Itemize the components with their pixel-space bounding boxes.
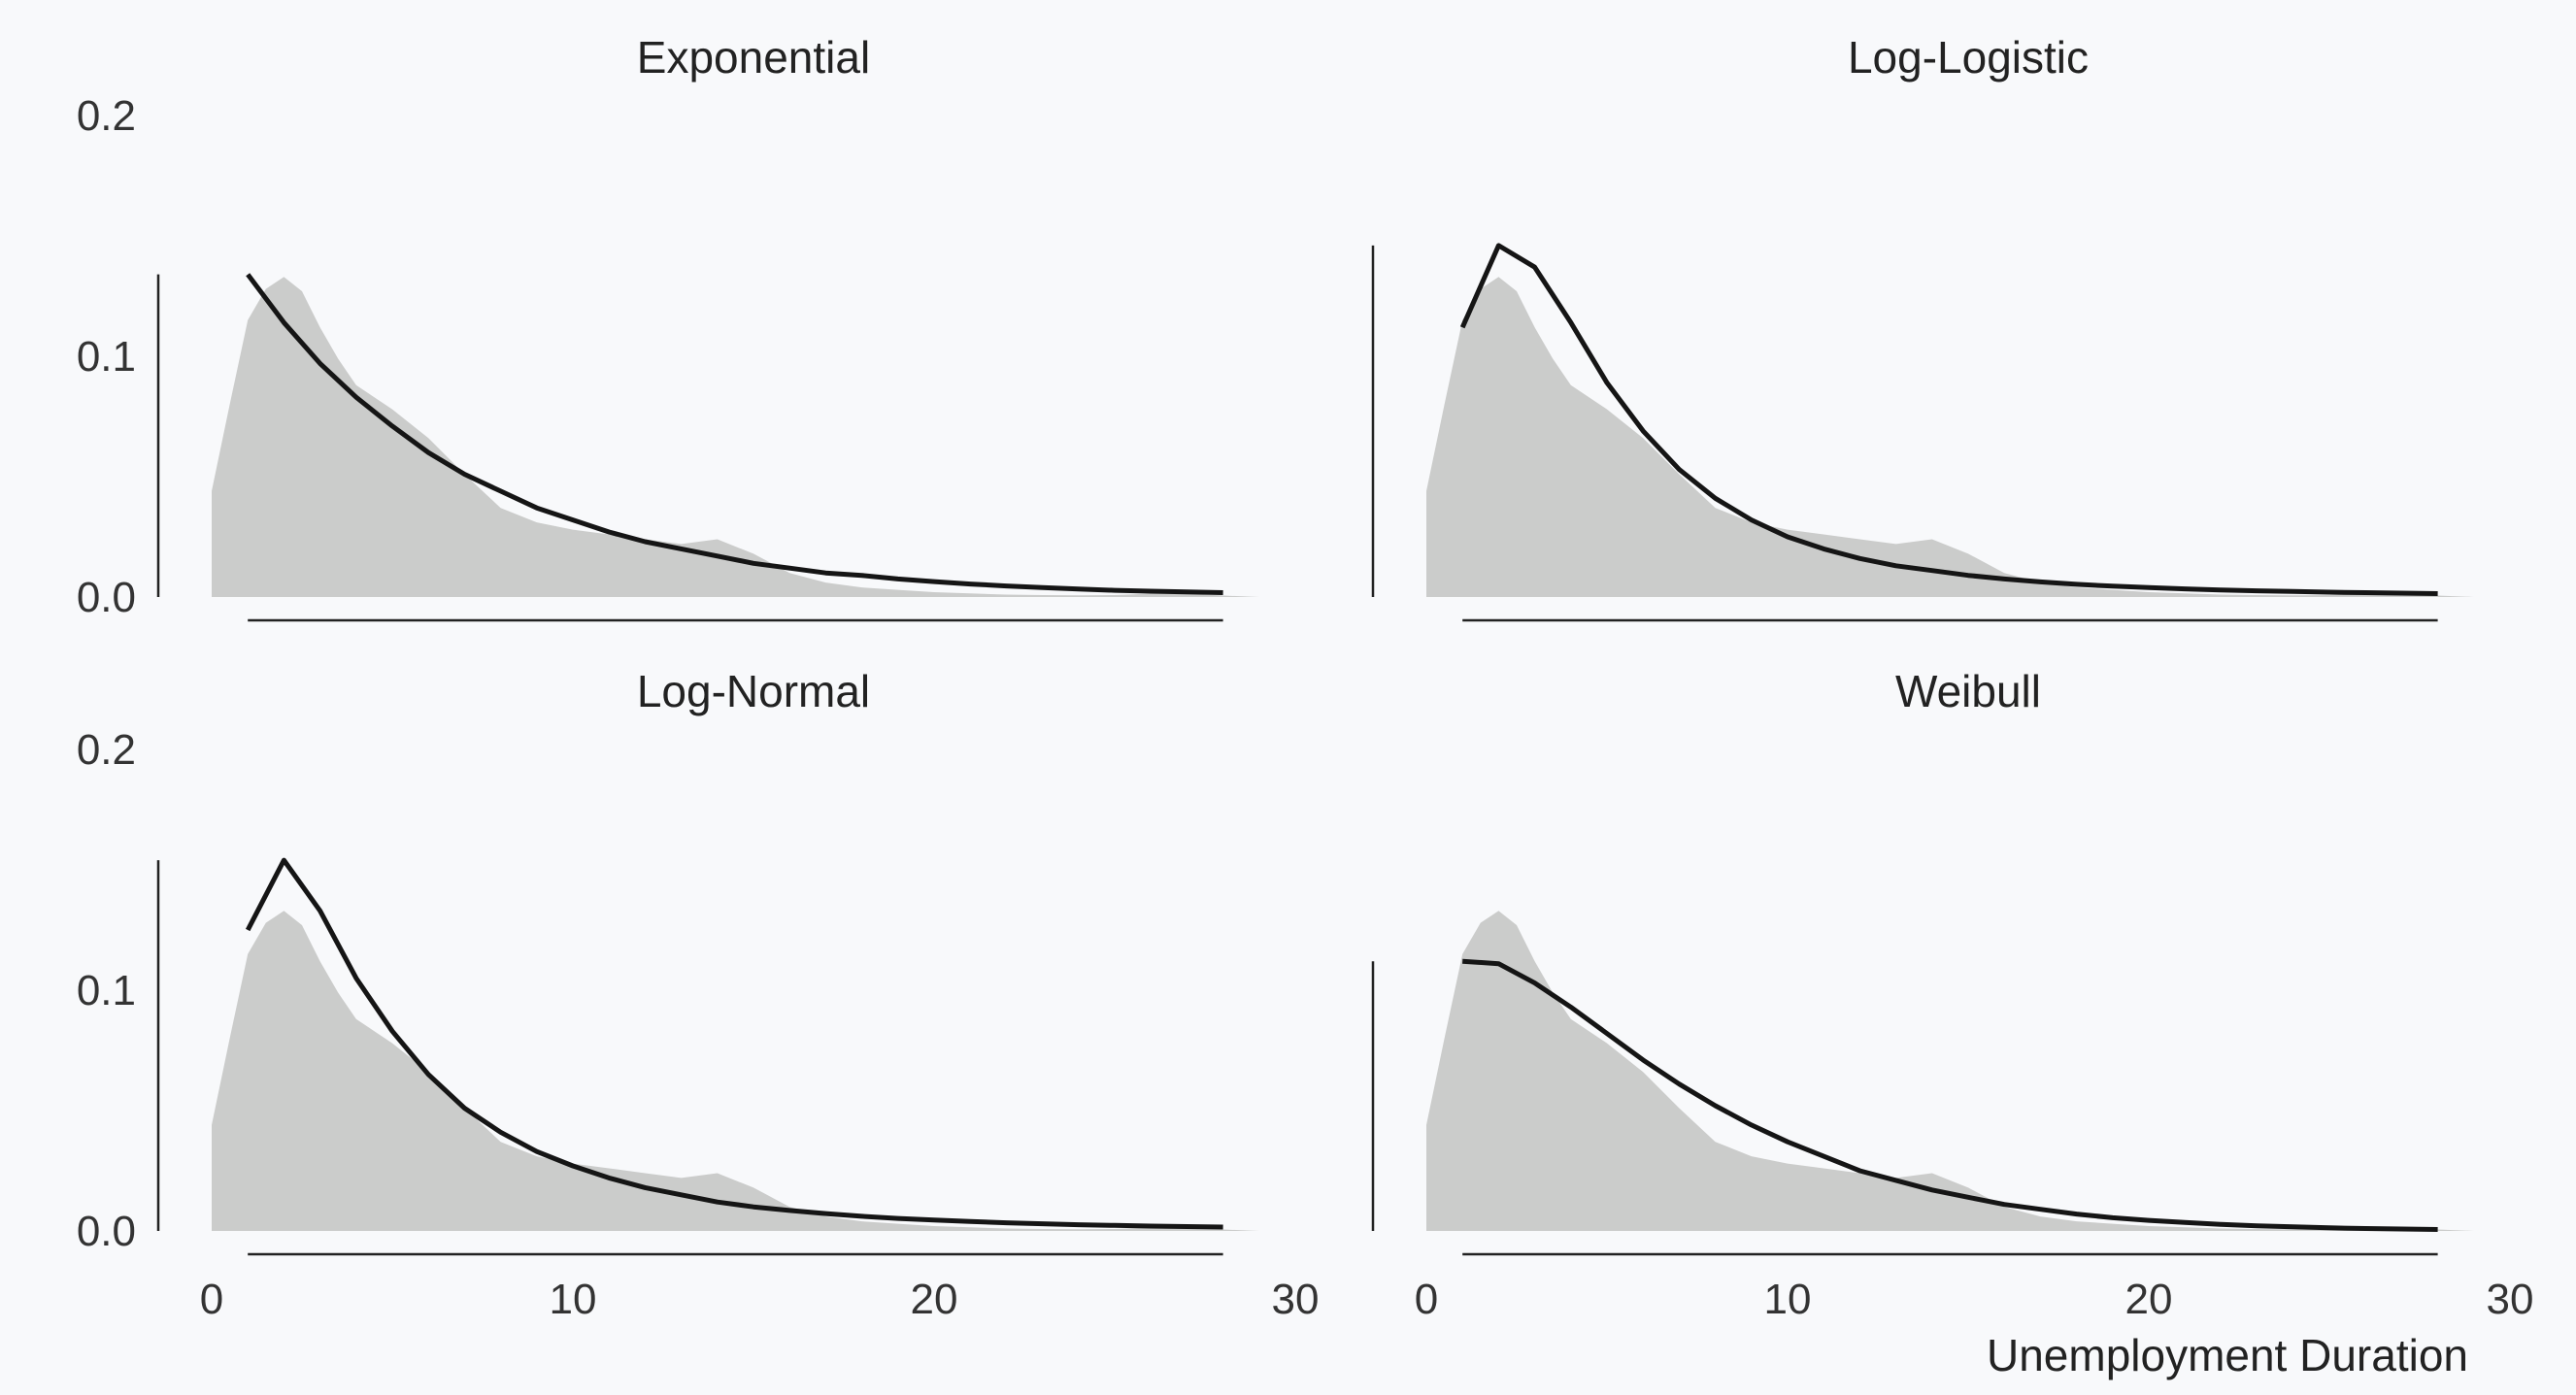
fit-line-log-logistic bbox=[1459, 243, 2438, 596]
fit-line-exponential bbox=[246, 273, 1223, 595]
density-area bbox=[212, 911, 1259, 1231]
x-tick-label: 0 bbox=[1415, 1276, 1438, 1323]
panel-exponential: Exponential 0.0 0.1 0.2 bbox=[77, 32, 1259, 622]
x-axis-title: Unemployment Duration bbox=[1987, 1330, 2468, 1380]
x-tick-label: 30 bbox=[1272, 1276, 1320, 1323]
fit-line-weibull bbox=[1462, 958, 2438, 1232]
y-tick-label: 0.1 bbox=[77, 967, 136, 1014]
fit-line-log-normal bbox=[245, 857, 1223, 1230]
panels: Exponential 0.0 0.1 0.2 Log-Logistic Log-Norm… bbox=[77, 32, 2534, 1323]
panel-log-logistic: Log-Logistic bbox=[1371, 32, 2474, 622]
y-tick-label: 0.0 bbox=[77, 1208, 136, 1255]
panel-title: Weibull bbox=[1895, 666, 2041, 716]
density-area bbox=[1426, 911, 2474, 1231]
panel-title: Log-Normal bbox=[637, 666, 870, 716]
x-tick-label: 10 bbox=[550, 1276, 597, 1323]
x-tick-label: 20 bbox=[2125, 1276, 2173, 1323]
x-tick-label: 0 bbox=[200, 1276, 223, 1323]
panel-log-normal: Log-Normal 0.0 0.1 0.2 0 10 20 30 bbox=[77, 666, 1320, 1323]
panel-weibull: Weibull 0 10 20 30 bbox=[1371, 666, 2534, 1323]
density-area bbox=[212, 277, 1259, 597]
y-tick-label: 0.2 bbox=[77, 92, 136, 140]
y-tick-label: 0.0 bbox=[77, 574, 136, 621]
x-tick-label: 10 bbox=[1764, 1276, 1812, 1323]
y-tick-label: 0.2 bbox=[77, 726, 136, 774]
panel-title: Log-Logistic bbox=[1848, 32, 2089, 83]
panel-title: Exponential bbox=[637, 32, 870, 83]
x-tick-label: 20 bbox=[911, 1276, 958, 1323]
x-tick-label: 30 bbox=[2487, 1276, 2534, 1323]
y-tick-label: 0.1 bbox=[77, 333, 136, 381]
density-area bbox=[1426, 277, 2474, 597]
